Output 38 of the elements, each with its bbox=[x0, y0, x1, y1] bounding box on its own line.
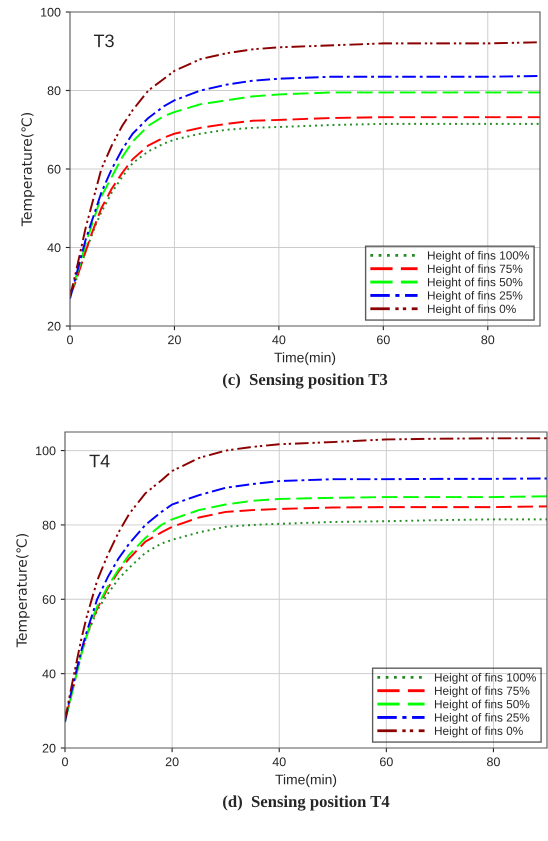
x-axis-title: Time(min) bbox=[275, 774, 336, 788]
legend-label: Height of fins 50% bbox=[428, 278, 522, 289]
x-tick-label: 40 bbox=[272, 335, 286, 344]
x-tick-label: 20 bbox=[166, 757, 179, 766]
legend-label: Height of fins 0% bbox=[428, 304, 516, 316]
y-tick-label: 40 bbox=[47, 243, 60, 252]
annotation: T4 bbox=[90, 454, 110, 468]
legend-label: Height of fins 25% bbox=[428, 291, 522, 302]
y-axis-title: Temperature(℃) bbox=[21, 112, 35, 226]
x-axis-title: Time(min) bbox=[274, 352, 336, 366]
x-tick-label: 60 bbox=[380, 757, 393, 766]
x-tick-label: 80 bbox=[487, 757, 500, 766]
legend-label: Height of fins 100% bbox=[434, 672, 536, 684]
x-tick-label: 20 bbox=[168, 335, 181, 344]
y-tick-label: 80 bbox=[48, 86, 60, 96]
y-tick-label: 100 bbox=[41, 8, 60, 17]
y-tick-label: 40 bbox=[42, 669, 56, 678]
x-tick-label: 0 bbox=[62, 757, 68, 766]
legend-label: Height of fins 50% bbox=[434, 700, 530, 711]
y-axis-title: Temperature(℃) bbox=[16, 534, 30, 648]
legend-label: Height of fins 100% bbox=[428, 250, 529, 262]
y-tick-label: 20 bbox=[48, 322, 60, 331]
x-tick-label: 40 bbox=[272, 757, 286, 766]
x-tick-label: 0 bbox=[67, 335, 73, 344]
x-tick-label: 80 bbox=[481, 335, 494, 344]
y-tick-label: 60 bbox=[42, 595, 56, 604]
text: (c) Sensing position T3 bbox=[222, 373, 388, 389]
y-tick-label: 20 bbox=[42, 744, 56, 753]
y-tick-label: 80 bbox=[42, 520, 56, 530]
annotation: T3 bbox=[94, 34, 114, 48]
legend-label: Height of fins 25% bbox=[434, 713, 530, 724]
legend-label: Height of fins 75% bbox=[428, 264, 522, 276]
y-tick-label: 100 bbox=[36, 446, 56, 456]
legend-label: Height of fins 75% bbox=[434, 686, 530, 698]
legend-label: Height of fins 0% bbox=[434, 726, 523, 738]
text: (d) Sensing position T4 bbox=[223, 795, 390, 811]
x-tick-label: 60 bbox=[377, 335, 390, 344]
y-tick-label: 60 bbox=[48, 164, 60, 174]
